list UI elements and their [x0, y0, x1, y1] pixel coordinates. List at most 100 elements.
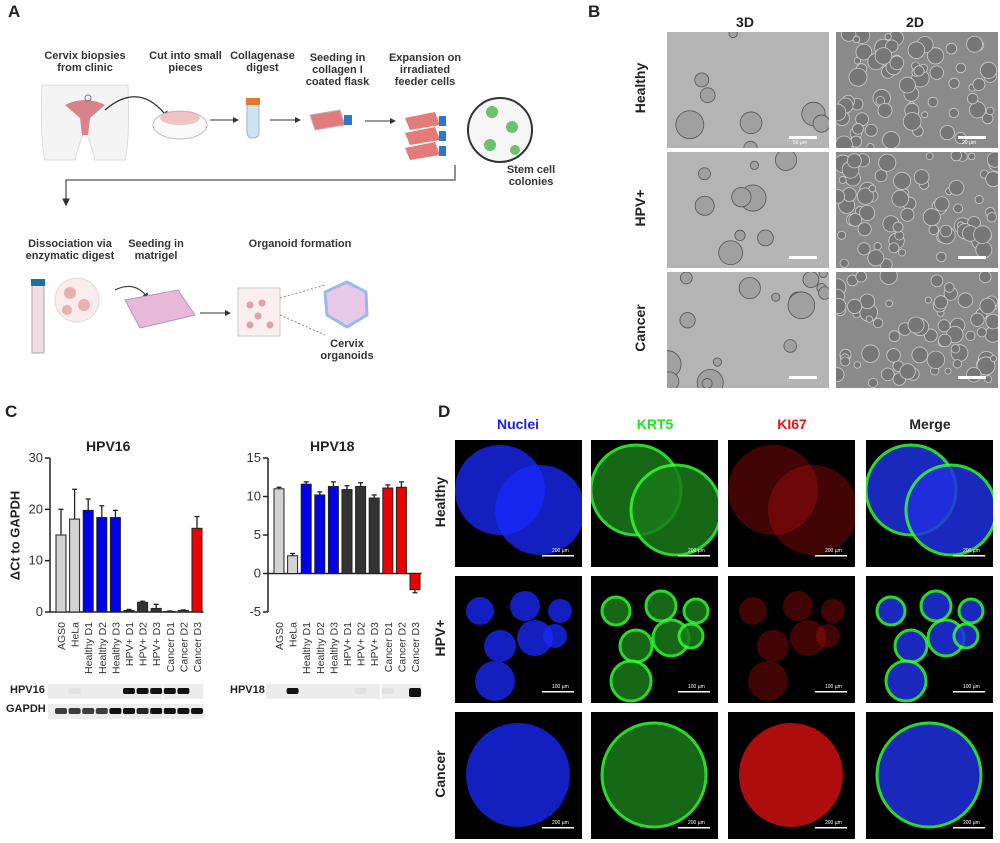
bar [341, 489, 353, 574]
matrigel-well-icon [237, 284, 326, 337]
workflow-illustration [31, 84, 533, 354]
gel-lane-strip [266, 684, 422, 699]
fluorescence-ki67-hpv: 100 µm [728, 576, 855, 703]
gel-band [109, 708, 122, 714]
step-biopsies: Cervix biopsies from clinic [44, 50, 126, 74]
step-seeding-flask: Seeding in collagen I coated flask [305, 52, 370, 88]
micrograph-3d-hpv [667, 152, 829, 268]
bar [287, 555, 299, 574]
gel-band [409, 688, 421, 697]
fluorescence-krt5-cancer: 200 µm [591, 712, 718, 839]
flask-icon [309, 109, 352, 131]
bar [55, 534, 67, 613]
row-label-cancer: Cancer [632, 304, 648, 352]
scale-bar-label: 100 µm [552, 684, 569, 690]
y-tick-label: 15 [247, 450, 261, 465]
fluorescence-merge-hpv: 100 µm [866, 576, 993, 703]
bar [368, 497, 380, 574]
gel-band [150, 708, 163, 714]
stem-cell-colonies-icon [467, 97, 533, 163]
scale-bar-label: 200 µm [825, 548, 842, 554]
row-label-healthy-d: Healthy [432, 476, 448, 528]
x-tick-label: Cancer D2 [396, 622, 408, 672]
y-tick-label: -5 [249, 604, 261, 619]
hpv16-bar-chart: 0 10 20 30 AGS0 HeLa Healthy D1 Healthy D2 Healt… [29, 450, 204, 719]
bar [314, 494, 326, 574]
y-tick-label: 20 [29, 501, 43, 516]
bar [109, 517, 121, 613]
gel-band [68, 688, 81, 694]
panel-label-c: C [5, 402, 18, 421]
fluorescence-ki67-cancer: 200 µm [728, 712, 855, 839]
x-tick-label: HPV+ D3 [369, 622, 381, 666]
gel-band [123, 688, 135, 694]
x-tick-label: HPV+ D1 [124, 622, 136, 666]
petri-dish-icon [152, 110, 208, 140]
bar [82, 509, 94, 613]
fluorescence-krt5-healthy: 200 µm [591, 440, 718, 567]
micrograph-2d-cancer [836, 272, 998, 388]
gel-band [177, 688, 190, 694]
x-tick-label: Healthy D2 [315, 622, 327, 674]
scale-bar-label: 20 µm [962, 140, 976, 146]
x-tick-label: HeLa [288, 622, 300, 647]
bar [327, 485, 339, 575]
bar [300, 483, 312, 574]
scale-bar-label: 50 µm [793, 140, 807, 146]
x-tick-label: HPV+ D3 [151, 622, 163, 666]
well-plate-icon [124, 289, 196, 329]
col-header-krt5: KRT5 [636, 416, 674, 432]
y-tick-label: 0 [254, 566, 261, 581]
pelvis-icon [40, 84, 130, 161]
x-tick-label: HPV+ D1 [342, 622, 354, 666]
step-cut: Cut into small pieces [149, 50, 222, 74]
bar [273, 488, 285, 574]
chart-title-hpv18: HPV18 [310, 438, 355, 454]
scale-bar-label: 200 µm [552, 548, 569, 554]
hpv18-bar-chart: -5 0 5 10 15 AGS0 HeLa Healthy D1 Healthy D2 Heal… [247, 450, 422, 699]
gel-band [68, 708, 81, 714]
gel-label-gapdh: GAPDH [6, 703, 46, 715]
x-tick-label: HPV+ D2 [356, 622, 368, 666]
col-header-merge: Merge [909, 416, 951, 432]
x-tick-label: Cancer D3 [192, 622, 204, 672]
gel-band [177, 708, 190, 714]
fluorescence-krt5-hpv: 100 µm [591, 576, 718, 703]
x-tick-label: Cancer D3 [410, 622, 422, 672]
micrograph-2d-hpv [836, 152, 998, 268]
x-tick-label: Healthy D1 [301, 622, 313, 674]
scale-bar-label: 200 µm [552, 820, 569, 826]
step-expansion: Expansion on irradiated feeder cells [388, 52, 462, 88]
x-tick-label: Healthy D1 [83, 622, 95, 674]
scale-bar-label: 100 µm [825, 684, 842, 690]
gel-band [354, 688, 367, 694]
micrograph-3d-healthy: 50 µm [667, 32, 829, 148]
col-header-nuclei: Nuclei [496, 416, 539, 432]
bar [395, 486, 407, 574]
scale-bar-label: 200 µm [963, 548, 980, 554]
scale-bar-label: 100 µm [963, 684, 980, 690]
col-header-3d: 3D [736, 14, 754, 30]
scale-bar-label: 200 µm [825, 820, 842, 826]
step-collagenase: Collagenase digest [230, 50, 295, 74]
bar [69, 518, 81, 613]
fluorescence-nuclei-hpv: 100 µm [455, 576, 582, 703]
gel-band [163, 688, 176, 694]
row-label-healthy: Healthy [632, 62, 648, 114]
y-tick-label: 30 [29, 450, 43, 465]
tube-icon [246, 98, 260, 139]
bar [382, 487, 394, 574]
bar [123, 609, 135, 613]
step-cervix-organoids: Cervix organoids [320, 338, 374, 362]
bar [409, 573, 421, 591]
panel-label-b: B [588, 2, 601, 21]
panel-label-a: A [8, 2, 21, 21]
gel-band [55, 708, 67, 714]
x-tick-label: Cancer D1 [165, 622, 177, 672]
gel-band [150, 688, 163, 694]
step-dissociation: Dissociation via enzymatic digest [25, 238, 115, 262]
bar [177, 609, 189, 613]
chart-title-hpv16: HPV16 [86, 438, 131, 454]
y-tick-label: 10 [29, 553, 43, 568]
